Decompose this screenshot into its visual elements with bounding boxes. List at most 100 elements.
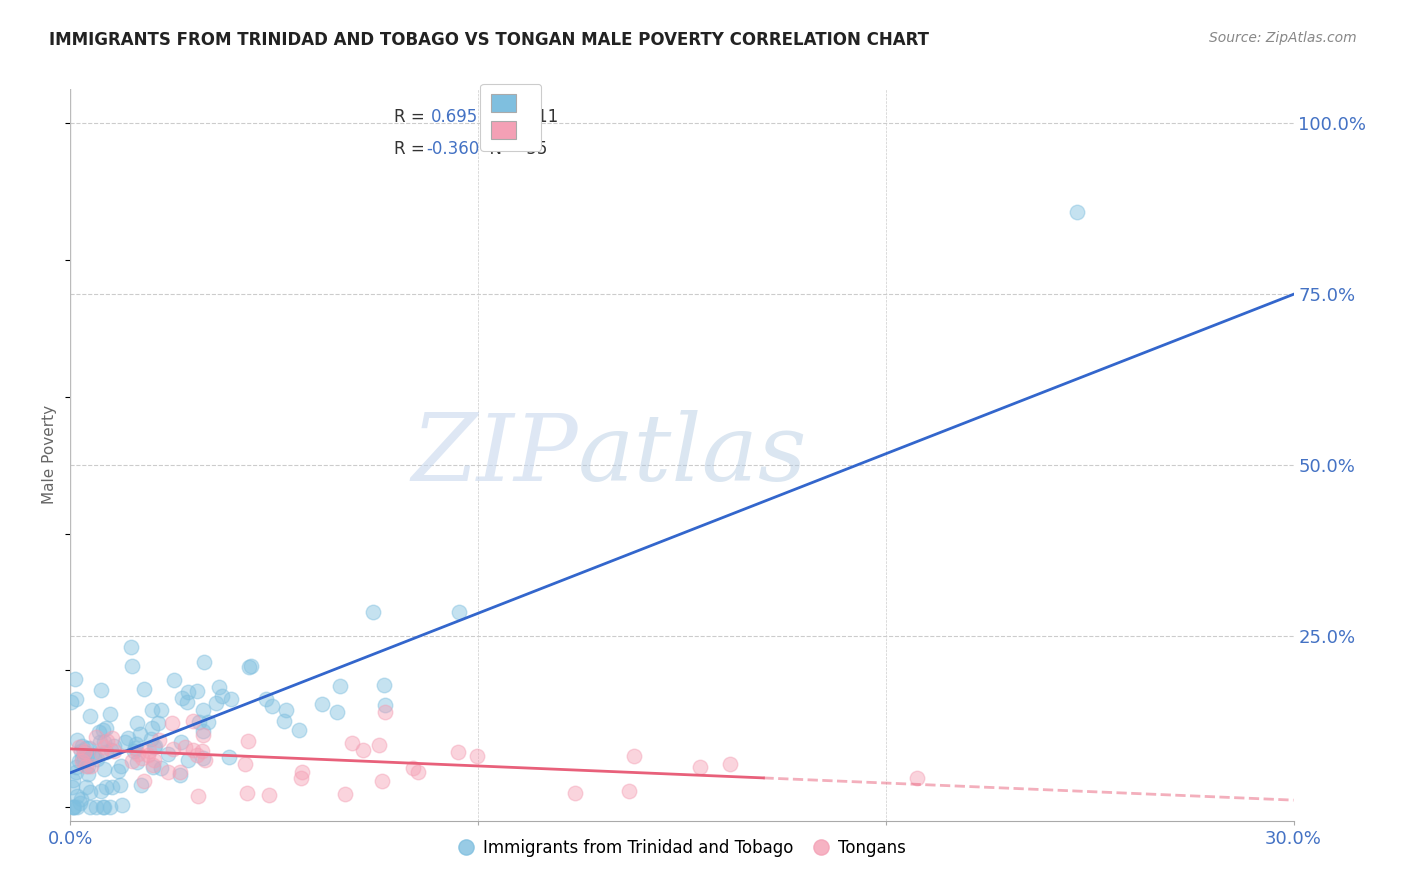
Point	[93, 739, 115, 754]
Point	[91, 723, 114, 738]
Point	[291, 765, 314, 780]
Point	[238, 660, 260, 674]
Point	[70, 792, 93, 806]
Point	[121, 754, 143, 768]
Point	[146, 716, 169, 731]
Point	[142, 757, 165, 772]
Point	[329, 679, 352, 693]
Point	[66, 733, 89, 747]
Point	[219, 692, 242, 706]
Point	[103, 739, 125, 753]
Point	[84, 800, 107, 814]
Point	[93, 800, 115, 814]
Point	[290, 771, 312, 785]
Point	[176, 695, 198, 709]
Point	[89, 734, 111, 748]
Text: atlas: atlas	[578, 410, 807, 500]
Point	[129, 727, 152, 741]
Point	[564, 786, 586, 800]
Point	[114, 735, 136, 749]
Point	[176, 753, 198, 767]
Point	[75, 744, 97, 758]
Point	[191, 703, 214, 717]
Point	[111, 798, 134, 813]
Legend: Immigrants from Trinidad and Tobago, Tongans: Immigrants from Trinidad and Tobago, Ton…	[451, 832, 912, 863]
Point	[84, 730, 107, 744]
Point	[311, 697, 333, 711]
Point	[148, 733, 170, 747]
Point	[120, 640, 142, 654]
Point	[157, 765, 180, 780]
Point	[236, 734, 259, 748]
Point	[361, 605, 384, 619]
Point	[134, 774, 156, 789]
Point	[80, 759, 103, 773]
Point	[204, 696, 226, 710]
Point	[66, 800, 89, 814]
Point	[259, 789, 281, 803]
Text: IMMIGRANTS FROM TRINIDAD AND TOBAGO VS TONGAN MALE POVERTY CORRELATION CHART: IMMIGRANTS FROM TRINIDAD AND TOBAGO VS T…	[49, 31, 929, 49]
Point	[77, 758, 100, 772]
Point	[191, 728, 214, 742]
Point	[122, 743, 145, 757]
Point	[449, 605, 471, 619]
Point	[194, 753, 217, 767]
Point	[218, 750, 240, 764]
Text: R =: R =	[395, 139, 430, 158]
Point	[191, 750, 214, 764]
Point	[169, 764, 191, 779]
Text: R =: R =	[395, 108, 436, 126]
Point	[139, 732, 162, 747]
Point	[138, 743, 160, 757]
Point	[187, 789, 209, 804]
Point	[93, 735, 115, 749]
Point	[101, 731, 124, 745]
Point	[121, 659, 143, 673]
Point	[77, 740, 100, 755]
Point	[59, 695, 82, 709]
Point	[190, 743, 212, 757]
Text: ZIP: ZIP	[412, 410, 578, 500]
Point	[142, 760, 165, 774]
Point	[143, 739, 166, 753]
Point	[125, 738, 148, 752]
Point	[197, 714, 219, 729]
Point	[131, 751, 153, 765]
Point	[174, 739, 197, 754]
Point	[90, 784, 112, 798]
Point	[98, 706, 121, 721]
Point	[62, 800, 84, 814]
Point	[623, 749, 645, 764]
Point	[96, 721, 118, 735]
Point	[94, 780, 117, 795]
Point	[371, 773, 394, 788]
Point	[127, 747, 149, 761]
Point	[262, 698, 284, 713]
Point	[170, 735, 193, 749]
Point	[83, 748, 105, 763]
Point	[107, 764, 129, 778]
Point	[73, 751, 96, 765]
Point	[163, 673, 186, 687]
Point	[160, 716, 183, 731]
Point	[73, 745, 96, 759]
Point	[617, 783, 640, 797]
Point	[66, 789, 89, 803]
Point	[65, 692, 87, 706]
Point	[156, 747, 179, 761]
Point	[162, 742, 184, 756]
Point	[77, 767, 100, 781]
Point	[70, 751, 93, 765]
Point	[90, 682, 112, 697]
Point	[63, 672, 86, 686]
Point	[141, 703, 163, 717]
Point	[340, 736, 363, 750]
Point	[110, 779, 132, 793]
Point	[60, 780, 83, 794]
Text: 0.695: 0.695	[432, 108, 478, 126]
Point	[67, 740, 90, 755]
Point	[1066, 205, 1088, 219]
Text: -0.360: -0.360	[426, 139, 479, 158]
Point	[177, 685, 200, 699]
Point	[402, 761, 425, 775]
